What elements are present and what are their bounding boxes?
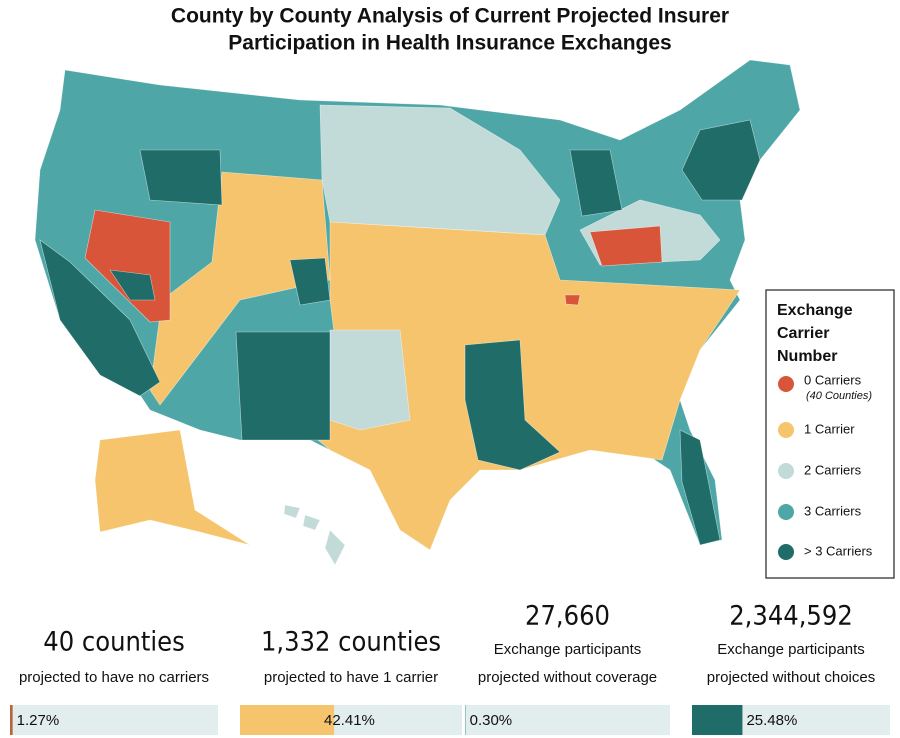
map-region <box>564 294 581 306</box>
stat-caption: Exchange participants <box>494 641 642 658</box>
bar-fill <box>692 705 743 735</box>
map-region <box>464 339 561 471</box>
legend-title-line: Carrier <box>777 325 829 342</box>
legend-swatch <box>778 463 794 479</box>
stat-headline: 1,332 counties <box>261 627 441 658</box>
map-region <box>289 257 331 306</box>
stat-caption: Exchange participants <box>717 641 865 658</box>
bar-label: 42.41% <box>324 712 375 729</box>
stat-caption: projected without coverage <box>478 669 657 686</box>
map-region <box>94 429 251 546</box>
legend-swatch <box>778 376 794 392</box>
map-region <box>302 514 321 531</box>
stat-headline: 27,660 <box>525 601 610 632</box>
stat-headline: 40 counties <box>43 627 185 658</box>
bar-track <box>465 705 670 735</box>
bar-label: 1.27% <box>17 712 60 729</box>
legend-swatch <box>778 422 794 438</box>
map-region <box>681 119 761 201</box>
legend-label: 1 Carrier <box>804 421 855 436</box>
title-line: County by County Analysis of Current Pro… <box>171 5 729 28</box>
map-region <box>324 529 346 566</box>
map-region <box>589 225 663 267</box>
map-region <box>235 331 331 441</box>
map-region <box>283 504 301 519</box>
map-region <box>139 149 223 206</box>
bar-label: 25.48% <box>746 712 797 729</box>
map-region <box>149 171 331 406</box>
legend-title-line: Exchange <box>777 302 853 319</box>
legend-label: 2 Carriers <box>804 462 862 477</box>
legend-swatch <box>778 504 794 520</box>
stat-caption: projected to have no carriers <box>19 669 209 686</box>
map-region <box>329 329 411 431</box>
stats: 40 counties projected to have no carriers… <box>10 601 890 735</box>
legend-label: > 3 Carriers <box>804 543 873 558</box>
bar-fill <box>465 705 466 735</box>
map-region <box>109 269 156 301</box>
legend: Exchange Carrier Number 0 Carriers (40 Count… <box>777 302 873 560</box>
legend-label: 0 Carriers <box>804 372 862 387</box>
legend-label: 3 Carriers <box>804 503 862 518</box>
legend-note: (40 Counties) <box>806 390 872 402</box>
stat-headline: 2,344,592 <box>729 601 853 632</box>
us-map <box>34 59 801 566</box>
map-region <box>679 429 721 546</box>
title-line: Participation in Health Insurance Exchan… <box>228 32 671 55</box>
map-region <box>569 149 623 217</box>
map-region <box>39 239 161 397</box>
stat-caption: projected to have 1 carrier <box>264 669 438 686</box>
map-region <box>319 104 561 236</box>
bar-track <box>10 705 218 735</box>
bar-fill <box>240 705 335 735</box>
stat-caption: projected without choices <box>707 669 875 686</box>
bar-fill <box>10 705 13 735</box>
legend-swatch <box>778 544 794 560</box>
legend-title-line: Number <box>777 348 837 365</box>
bar-label: 0.30% <box>470 712 513 729</box>
